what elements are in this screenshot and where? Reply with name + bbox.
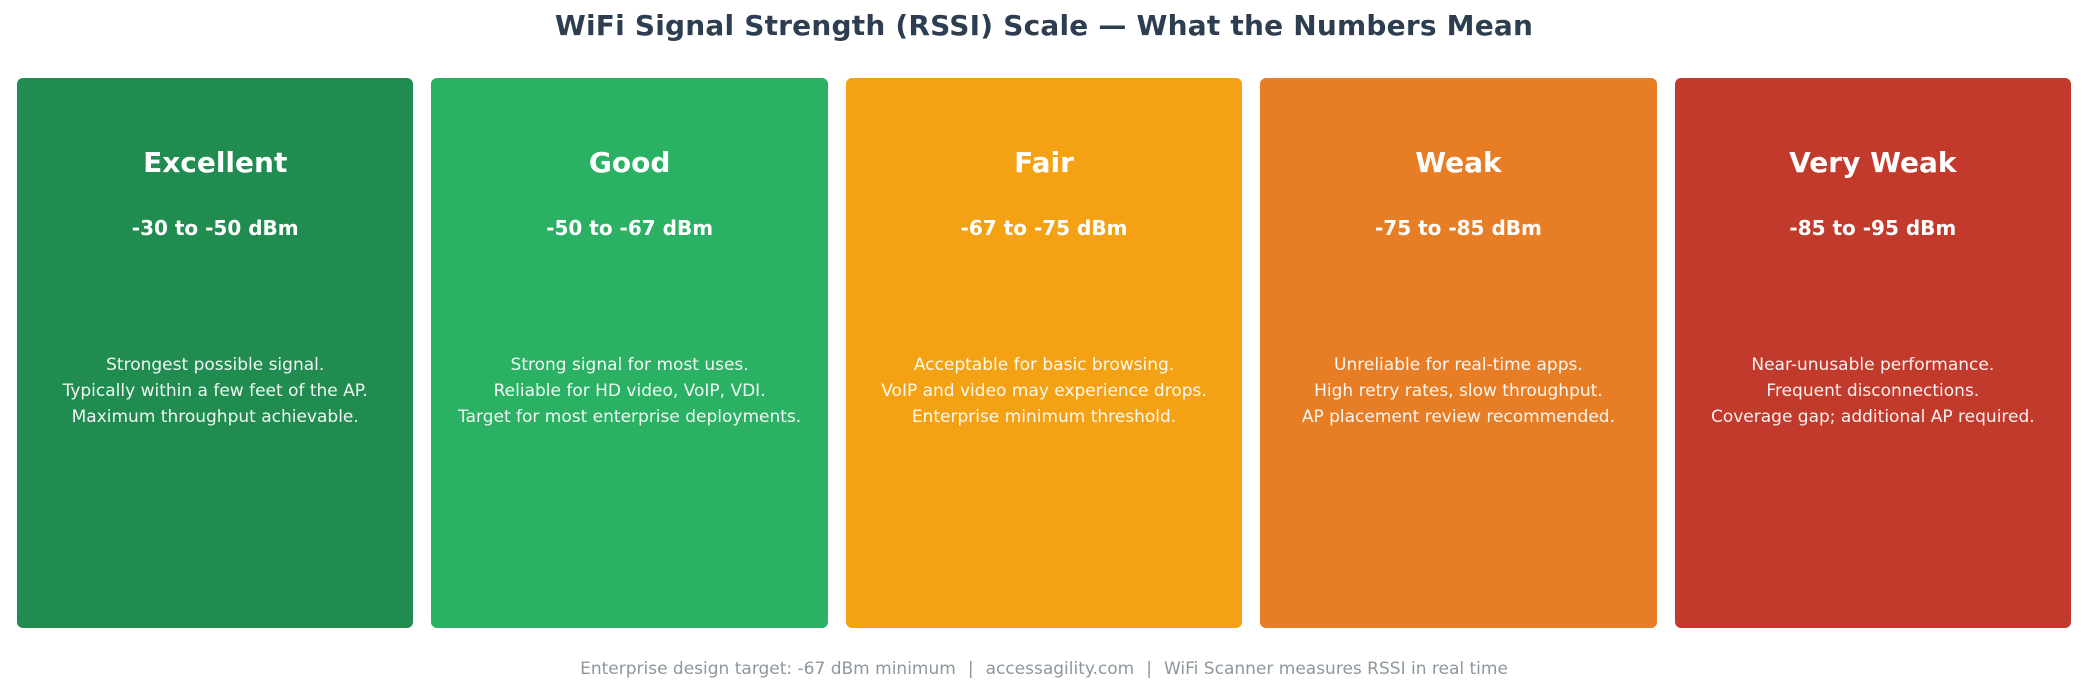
rssi-card-good: Good -50 to -67 dBm Strong signal for mo…: [431, 78, 828, 628]
card-description: Near-unusable performance. Frequent disc…: [1693, 352, 2053, 430]
rssi-card-weak: Weak -75 to -85 dBm Unreliable for real-…: [1260, 78, 1657, 628]
rssi-scale-cards-row: Excellent -30 to -50 dBm Strongest possi…: [0, 78, 2088, 628]
card-description-line: Typically within a few feet of the AP.: [62, 380, 368, 401]
card-description-line: Reliable for HD video, VoIP, VDI.: [493, 380, 766, 401]
footer-note: Enterprise design target: -67 dBm minimu…: [0, 659, 2088, 679]
card-description-line: AP placement review recommended.: [1301, 406, 1615, 427]
card-label: Good: [588, 146, 671, 179]
card-description: Unreliable for real-time apps. High retr…: [1278, 352, 1638, 430]
card-description: Strongest possible signal. Typically wit…: [35, 352, 395, 430]
card-description-line: Frequent disconnections.: [1766, 380, 1980, 401]
rssi-card-very-weak: Very Weak -85 to -95 dBm Near-unusable p…: [1674, 78, 2072, 628]
page-title: WiFi Signal Strength (RSSI) Scale — What…: [554, 9, 1534, 42]
footer-separator: |: [967, 659, 974, 679]
card-description-line: Near-unusable performance.: [1751, 354, 1995, 375]
rssi-card-excellent: Excellent -30 to -50 dBm Strongest possi…: [17, 78, 414, 628]
card-range: -67 to -75 dBm: [960, 215, 1128, 240]
footer-scanner-note: WiFi Scanner measures RSSI in real time: [1163, 659, 1508, 679]
card-description-line: High retry rates, slow throughput.: [1314, 380, 1603, 401]
card-range: -50 to -67 dBm: [546, 215, 714, 240]
card-range: -85 to -95 dBm: [1789, 215, 1957, 240]
footer-design-target: Enterprise design target: -67 dBm minimu…: [580, 659, 956, 679]
card-label: Fair: [1014, 146, 1074, 179]
card-description-line: Target for most enterprise deployments.: [458, 406, 802, 427]
card-description-line: Enterprise minimum threshold.: [911, 406, 1177, 427]
card-description-line: Maximum throughput achievable.: [71, 406, 359, 427]
rssi-card-fair: Fair -67 to -75 dBm Acceptable for basic…: [845, 78, 1243, 628]
card-label: Weak: [1415, 146, 1502, 179]
card-description-line: Unreliable for real-time apps.: [1334, 354, 1583, 375]
card-label: Very Weak: [1789, 146, 1957, 179]
footer-website: accessagility.com: [985, 659, 1135, 679]
card-label: Excellent: [143, 146, 288, 179]
footer-separator: |: [1146, 659, 1152, 679]
card-description: Strong signal for most uses. Reliable fo…: [449, 352, 809, 430]
card-description: Acceptable for basic browsing. VoIP and …: [864, 352, 1224, 430]
card-range: -30 to -50 dBm: [131, 215, 299, 240]
card-description-line: VoIP and video may experience drops.: [881, 380, 1207, 401]
card-range: -75 to -85 dBm: [1374, 215, 1542, 240]
card-description-line: Strongest possible signal.: [106, 354, 325, 375]
card-description-line: Acceptable for basic browsing.: [913, 354, 1175, 375]
card-description-line: Strong signal for most uses.: [510, 354, 749, 375]
card-description-line: Coverage gap; additional AP required.: [1710, 406, 2035, 427]
